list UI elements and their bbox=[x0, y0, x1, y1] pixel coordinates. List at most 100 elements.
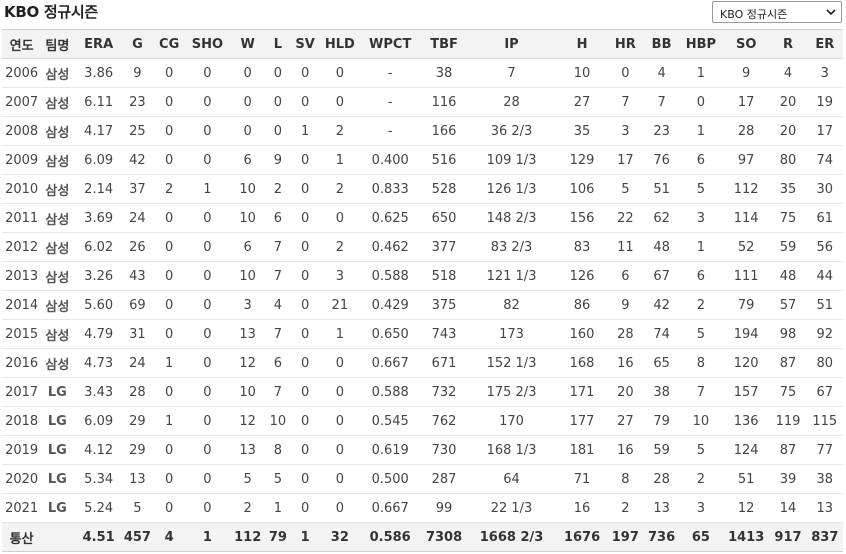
stat-cell: 2 bbox=[606, 493, 645, 523]
stat-cell: 157 bbox=[723, 377, 770, 407]
stat-cell: 0 bbox=[606, 58, 645, 88]
stat-cell: 0 bbox=[187, 406, 228, 436]
total-cell: 1676 bbox=[557, 522, 607, 552]
season-type-select[interactable]: KBO 정규시즌 bbox=[712, 1, 842, 23]
stat-cell: 17 bbox=[806, 116, 843, 146]
total-cell: 4.51 bbox=[73, 522, 124, 552]
column-header: IP bbox=[465, 29, 558, 59]
season-type-select-value: KBO 정규시즌 bbox=[720, 8, 788, 21]
stat-cell: 0 bbox=[287, 203, 323, 233]
stat-cell: 671 bbox=[422, 348, 466, 378]
stat-cell: 69 bbox=[123, 290, 152, 320]
stat-cell: 3 bbox=[322, 261, 358, 291]
total-cell: 4 bbox=[151, 522, 188, 552]
stat-cell: 51 bbox=[723, 464, 770, 494]
stat-cell: 0 bbox=[187, 319, 228, 349]
stat-cell: 0 bbox=[322, 464, 358, 494]
stat-cell: 3 bbox=[806, 58, 843, 88]
stat-cell: - bbox=[357, 87, 423, 117]
stat-cell: 4 bbox=[644, 58, 679, 88]
total-cell: 736 bbox=[644, 522, 679, 552]
stat-cell: 518 bbox=[422, 261, 466, 291]
column-header: R bbox=[769, 29, 807, 59]
team-cell: 삼성 bbox=[41, 319, 74, 349]
year-cell: 2012 bbox=[2, 232, 42, 262]
stat-cell: 37 bbox=[123, 174, 152, 204]
stat-cell: 6.09 bbox=[73, 406, 124, 436]
stat-cell: 65 bbox=[644, 348, 679, 378]
total-cell: 1 bbox=[187, 522, 228, 552]
stat-cell: 0 bbox=[322, 58, 358, 88]
total-label: 통산 bbox=[2, 522, 42, 552]
total-cell: 917 bbox=[769, 522, 807, 552]
stat-cell: 6 bbox=[227, 145, 268, 175]
team-cell: LG bbox=[41, 435, 74, 465]
stat-cell: 0 bbox=[287, 87, 323, 117]
stat-cell: 29 bbox=[123, 435, 152, 465]
stat-cell: 2 bbox=[227, 493, 268, 523]
stat-cell: 0 bbox=[322, 406, 358, 436]
stat-cell: 13 bbox=[123, 464, 152, 494]
stat-cell: 3.43 bbox=[73, 377, 124, 407]
total-cell: 837 bbox=[806, 522, 843, 552]
stat-cell: 5 bbox=[678, 435, 724, 465]
stat-cell: 80 bbox=[769, 145, 807, 175]
stat-cell: 2 bbox=[678, 290, 724, 320]
stat-cell: 13 bbox=[227, 435, 268, 465]
stat-cell: - bbox=[357, 58, 423, 88]
team-cell: LG bbox=[41, 406, 74, 436]
stat-cell: 121 1/3 bbox=[465, 261, 558, 291]
stat-cell: 730 bbox=[422, 435, 466, 465]
team-cell: 삼성 bbox=[41, 290, 74, 320]
table-row: 2007 삼성 6.11 23 0 0 0 0 0 0-116 28 27 7 7 0 17 20 19 bbox=[2, 87, 843, 117]
year-cell: 2006 bbox=[2, 58, 42, 88]
stat-cell: 35 bbox=[769, 174, 807, 204]
stat-cell: 119 bbox=[769, 406, 807, 436]
team-cell: 삼성 bbox=[41, 232, 74, 262]
stat-cell: 0 bbox=[227, 58, 268, 88]
year-cell: 2021 bbox=[2, 493, 42, 523]
stat-cell: 2 bbox=[322, 232, 358, 262]
stat-cell: 16 bbox=[606, 435, 645, 465]
stat-cell: 0 bbox=[287, 348, 323, 378]
stat-cell: 0 bbox=[151, 319, 188, 349]
year-cell: 2010 bbox=[2, 174, 42, 204]
column-header: SHO bbox=[187, 29, 228, 59]
stat-cell: 74 bbox=[806, 145, 843, 175]
stat-cell: 0 bbox=[267, 87, 288, 117]
stat-cell: 109 1/3 bbox=[465, 145, 558, 175]
stat-cell: 24 bbox=[123, 348, 152, 378]
stat-cell: 51 bbox=[644, 174, 679, 204]
stat-cell: 0 bbox=[322, 493, 358, 523]
stat-cell: 44 bbox=[806, 261, 843, 291]
stat-cell: 12 bbox=[227, 406, 268, 436]
stat-cell: 0.619 bbox=[357, 435, 423, 465]
stat-cell: 0.429 bbox=[357, 290, 423, 320]
stat-cell: 14 bbox=[769, 493, 807, 523]
team-cell: LG bbox=[41, 493, 74, 523]
stat-cell: 11 bbox=[606, 232, 645, 262]
table-row: 2018 LG 6.09 29 1 0 12 10 0 0 0.545 762 170 177 27 79 10… bbox=[2, 406, 843, 436]
stat-cell: 168 1/3 bbox=[465, 435, 558, 465]
stat-cell: 112 bbox=[723, 174, 770, 204]
stat-cell: 743 bbox=[422, 319, 466, 349]
year-cell: 2016 bbox=[2, 348, 42, 378]
stat-cell: 0 bbox=[187, 261, 228, 291]
stat-cell: 10 bbox=[227, 261, 268, 291]
stat-cell: 375 bbox=[422, 290, 466, 320]
stat-cell: 80 bbox=[806, 348, 843, 378]
team-cell: 삼성 bbox=[41, 116, 74, 146]
stat-cell: 3.86 bbox=[73, 58, 124, 88]
stat-cell: 0 bbox=[187, 203, 228, 233]
stat-cell: 377 bbox=[422, 232, 466, 262]
stat-cell: 6 bbox=[227, 232, 268, 262]
stat-cell: 0 bbox=[187, 116, 228, 146]
stat-cell: 6 bbox=[678, 145, 724, 175]
stat-cell: 0 bbox=[151, 464, 188, 494]
stat-cell: 0 bbox=[287, 174, 323, 204]
stat-cell: 0 bbox=[151, 145, 188, 175]
stat-cell: 170 bbox=[465, 406, 558, 436]
table-row: 2014 삼성 5.60 69 0 0 3 4 0 21 0.429 375 82 86 9 42 2 79 57 5… bbox=[2, 290, 843, 320]
stat-cell: 20 bbox=[769, 116, 807, 146]
stat-cell: 2 bbox=[322, 174, 358, 204]
